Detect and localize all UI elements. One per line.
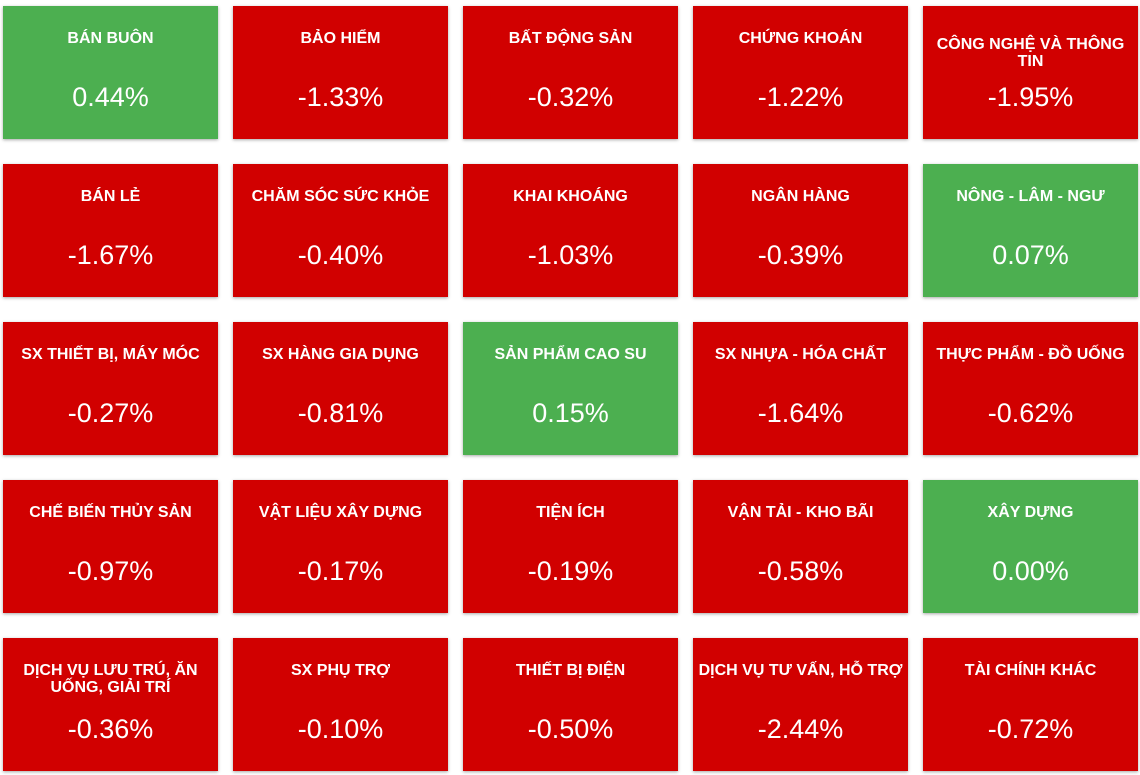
sector-name: XÂY DỰNG [987, 504, 1074, 521]
sector-change: -0.32% [527, 82, 614, 112]
sector-change: -0.62% [987, 398, 1074, 428]
sector-name: BẢO HIỂM [300, 30, 381, 47]
sector-change: -0.19% [527, 556, 614, 586]
sector-name: VẬN TẢI - KHO BÃI [727, 504, 874, 521]
sector-name: SX NHỰA - HÓA CHẤT [714, 346, 887, 363]
sector-name: BÁN BUÔN [67, 30, 154, 47]
sector-tile[interactable]: VẬT LIỆU XÂY DỰNG -0.17% [233, 480, 448, 613]
sector-name: DỊCH VỤ TƯ VẤN, HỖ TRỢ [698, 662, 903, 679]
sector-tile[interactable]: BÁN BUÔN 0.44% [3, 6, 218, 139]
sector-change: -1.03% [527, 240, 614, 270]
sector-tile[interactable]: TIỆN ÍCH -0.19% [463, 480, 678, 613]
sector-name: CÔNG NGHỆ VÀ THÔNG TIN [936, 36, 1125, 70]
sector-name: TIỆN ÍCH [536, 504, 605, 521]
sector-tile[interactable]: VẬN TẢI - KHO BÃI -0.58% [693, 480, 908, 613]
sector-name: VẬT LIỆU XÂY DỰNG [258, 504, 423, 521]
sector-change: -0.36% [67, 714, 154, 744]
sector-change: 0.07% [992, 240, 1069, 270]
sector-name: THỰC PHẨM - ĐỒ UỐNG [936, 346, 1125, 363]
sector-name: NÔNG - LÂM - NGƯ [956, 188, 1105, 205]
sector-change: -2.44% [757, 714, 844, 744]
sector-change: -0.97% [67, 556, 154, 586]
sector-name: CHĂM SÓC SỨC KHỎE [251, 188, 430, 205]
sector-change: 0.44% [72, 82, 149, 112]
sector-tile[interactable]: THIẾT BỊ ĐIỆN -0.50% [463, 638, 678, 771]
sector-change: -0.39% [757, 240, 844, 270]
sector-name: DỊCH VỤ LƯU TRÚ, ĂN UỐNG, GIẢI TRÍ [23, 662, 198, 696]
sector-change: -1.64% [757, 398, 844, 428]
sector-change: -1.22% [757, 82, 844, 112]
sector-name: TÀI CHÍNH KHÁC [964, 662, 1097, 679]
sector-tile[interactable]: THỰC PHẨM - ĐỒ UỐNG -0.62% [923, 322, 1138, 455]
sector-name: THIẾT BỊ ĐIỆN [515, 662, 626, 679]
sector-name: NGÂN HÀNG [751, 188, 850, 205]
sector-change: -1.33% [297, 82, 384, 112]
sector-tile[interactable]: BÁN LẺ -1.67% [3, 164, 218, 297]
sector-tile[interactable]: KHAI KHOÁNG -1.03% [463, 164, 678, 297]
sector-tile[interactable]: TÀI CHÍNH KHÁC -0.72% [923, 638, 1138, 771]
sector-name: SẢN PHẨM CAO SU [494, 346, 647, 363]
sector-change: -0.40% [297, 240, 384, 270]
sector-tile[interactable]: BẢO HIỂM -1.33% [233, 6, 448, 139]
sector-change: -1.95% [987, 82, 1074, 112]
sector-change: -0.27% [67, 398, 154, 428]
sector-tile[interactable]: DỊCH VỤ TƯ VẤN, HỖ TRỢ -2.44% [693, 638, 908, 771]
sector-tile[interactable]: NÔNG - LÂM - NGƯ 0.07% [923, 164, 1138, 297]
sector-tile[interactable]: SX PHỤ TRỢ -0.10% [233, 638, 448, 771]
sector-tile[interactable]: DỊCH VỤ LƯU TRÚ, ĂN UỐNG, GIẢI TRÍ -0.36… [3, 638, 218, 771]
sector-change: -0.58% [757, 556, 844, 586]
sector-change: -0.81% [297, 398, 384, 428]
sector-tile[interactable]: CHĂM SÓC SỨC KHỎE -0.40% [233, 164, 448, 297]
sector-tile[interactable]: XÂY DỰNG 0.00% [923, 480, 1138, 613]
sector-tile[interactable]: SX NHỰA - HÓA CHẤT -1.64% [693, 322, 908, 455]
sector-change: -0.10% [297, 714, 384, 744]
sector-tile[interactable]: SX HÀNG GIA DỤNG -0.81% [233, 322, 448, 455]
sector-tile[interactable]: CÔNG NGHỆ VÀ THÔNG TIN -1.95% [923, 6, 1138, 139]
sector-change: 0.00% [992, 556, 1069, 586]
sector-tile[interactable]: SẢN PHẨM CAO SU 0.15% [463, 322, 678, 455]
sector-name: SX THIẾT BỊ, MÁY MÓC [21, 346, 200, 363]
sector-tile[interactable]: NGÂN HÀNG -0.39% [693, 164, 908, 297]
sector-change: -0.50% [527, 714, 614, 744]
sector-name: BÁN LẺ [80, 188, 141, 205]
sector-change: -0.17% [297, 556, 384, 586]
sector-name: BẤT ĐỘNG SẢN [508, 30, 633, 47]
sector-name: CHẾ BIẾN THỦY SẢN [29, 504, 192, 521]
sector-change: -1.67% [67, 240, 154, 270]
sector-tile[interactable]: SX THIẾT BỊ, MÁY MÓC -0.27% [3, 322, 218, 455]
sector-name: SX PHỤ TRỢ [291, 662, 390, 679]
sector-tile[interactable]: BẤT ĐỘNG SẢN -0.32% [463, 6, 678, 139]
sector-tile[interactable]: CHẾ BIẾN THỦY SẢN -0.97% [3, 480, 218, 613]
sector-name: CHỨNG KHOÁN [738, 30, 863, 47]
sector-change: 0.15% [532, 398, 609, 428]
sector-name: KHAI KHOÁNG [513, 188, 628, 205]
sector-name: SX HÀNG GIA DỤNG [262, 346, 419, 363]
sector-tile[interactable]: CHỨNG KHOÁN -1.22% [693, 6, 908, 139]
sector-change: -0.72% [987, 714, 1074, 744]
